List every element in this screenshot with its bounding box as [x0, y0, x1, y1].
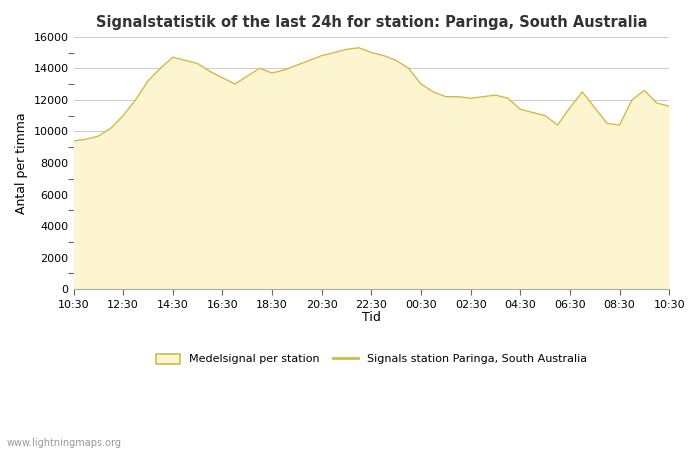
- Text: www.lightningmaps.org: www.lightningmaps.org: [7, 438, 122, 448]
- Y-axis label: Antal per timma: Antal per timma: [15, 112, 28, 214]
- X-axis label: Tid: Tid: [362, 311, 381, 324]
- Title: Signalstatistik of the last 24h for station: Paringa, South Australia: Signalstatistik of the last 24h for stat…: [96, 15, 647, 30]
- Legend: Medelsignal per station, Signals station Paringa, South Australia: Medelsignal per station, Signals station…: [156, 354, 587, 364]
